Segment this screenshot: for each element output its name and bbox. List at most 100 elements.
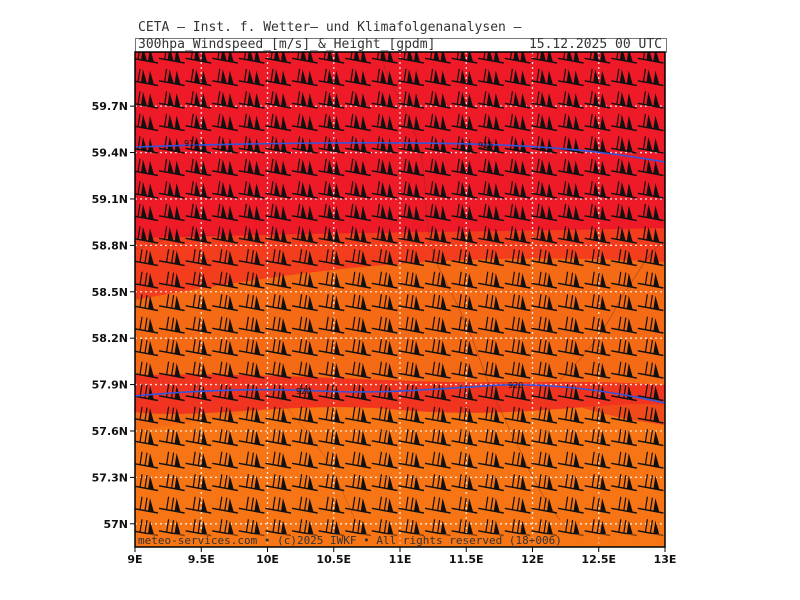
wind-barb — [637, 249, 664, 267]
wind-barb — [451, 203, 478, 222]
wind-barb — [398, 451, 425, 469]
wind-barb — [185, 316, 212, 334]
wind-barb — [371, 249, 398, 267]
wind-barb — [424, 451, 451, 469]
wind-barb — [212, 361, 238, 379]
wind-barb — [398, 361, 425, 379]
wind-barb — [637, 474, 664, 492]
wind-barb — [291, 429, 318, 447]
wind-barb — [637, 451, 664, 469]
wind-barb — [158, 91, 185, 109]
wind-barb — [504, 384, 531, 402]
wind-barb — [212, 181, 238, 199]
wind-barb — [158, 406, 185, 424]
contour-920 — [135, 383, 665, 404]
wind-barb — [371, 52, 398, 64]
wind-barb — [345, 294, 371, 312]
wind-barb — [637, 158, 664, 177]
wind-barb — [135, 406, 159, 424]
wind-barb — [345, 316, 371, 334]
wind-barb — [212, 91, 238, 109]
wind-barb — [504, 68, 531, 87]
wind-barb — [135, 271, 159, 289]
wind-barb — [584, 339, 611, 357]
wind-barb — [345, 339, 371, 357]
wind-barb — [212, 294, 238, 312]
wind-barb — [371, 429, 398, 447]
wind-barb — [185, 68, 212, 87]
wind-barb — [291, 68, 318, 87]
wind-barb — [238, 226, 265, 244]
wind-barb — [158, 203, 185, 222]
wind-barb — [451, 519, 478, 537]
wind-barb — [238, 451, 265, 469]
chart-title: CETA – Inst. f. Wetter– und Klimafolgena… — [138, 20, 522, 35]
wind-barb — [504, 429, 531, 447]
wind-barb — [557, 249, 584, 267]
wind-barb — [158, 136, 185, 154]
wind-barb — [265, 316, 292, 334]
wind-barb — [185, 474, 212, 492]
wind-barb — [212, 384, 238, 402]
wind-barb — [345, 406, 371, 424]
wind-barb — [584, 271, 611, 289]
wind-barb — [185, 113, 212, 132]
wind-barb — [398, 474, 425, 492]
wind-barb — [504, 496, 531, 514]
wind-barb — [398, 271, 425, 289]
wind-barb — [212, 271, 238, 289]
wind-barb — [212, 406, 238, 424]
lon-tick-label: 13E — [654, 553, 677, 566]
wind-barb — [135, 68, 159, 87]
wind-barb — [371, 226, 398, 244]
wind-barb — [637, 406, 664, 424]
wind-barb — [557, 429, 584, 447]
wind-barb — [291, 181, 318, 199]
wind-barb — [584, 429, 611, 447]
wind-barb — [158, 271, 185, 289]
wind-barb — [611, 474, 637, 492]
wind-barb — [504, 474, 531, 492]
wind-barb — [611, 158, 637, 177]
wind-barb — [371, 384, 398, 402]
wind-barb — [398, 406, 425, 424]
wind-barb — [291, 339, 318, 357]
wind-barb — [135, 361, 159, 379]
wind-barb — [185, 271, 212, 289]
wind-barb — [291, 474, 318, 492]
wind-barb — [318, 294, 345, 312]
wind-barb — [238, 474, 265, 492]
wind-barb — [371, 203, 398, 222]
wind-barb — [398, 294, 425, 312]
wind-barb — [637, 271, 664, 289]
latitude-axis: 57N 57.3N 57.6N 57.9N 58.2N 58.5N 58.8N 59.1N 59… — [92, 100, 135, 531]
wind-barb — [478, 203, 504, 222]
contour-label-916: 916 — [478, 141, 493, 150]
wind-barb — [371, 271, 398, 289]
wind-barb — [318, 226, 345, 244]
wind-barb — [238, 406, 265, 424]
wind-barb — [265, 203, 292, 222]
wind-barb — [637, 429, 664, 447]
wind-barb — [424, 181, 451, 199]
wind-barb — [185, 429, 212, 447]
wind-barb — [611, 136, 637, 154]
wind-barb — [557, 339, 584, 357]
wind-barb — [135, 451, 159, 469]
wind-barb — [185, 226, 212, 244]
wind-barb — [451, 68, 478, 87]
wind-barb — [557, 136, 584, 154]
wind-barb — [504, 91, 531, 109]
wind-barb — [531, 406, 558, 424]
copyright-notice: meteo-services.com • (c)2025 IWKF • All … — [138, 534, 562, 547]
wind-barb — [265, 451, 292, 469]
wind-barb — [531, 384, 558, 402]
wind-barb — [291, 361, 318, 379]
wind-barb — [158, 68, 185, 87]
wind-barb — [584, 226, 611, 244]
contour-label-916: 916 — [184, 139, 199, 148]
wind-barb — [135, 52, 159, 64]
wind-barb — [584, 52, 611, 64]
wind-barb — [584, 451, 611, 469]
wind-barb — [371, 113, 398, 132]
